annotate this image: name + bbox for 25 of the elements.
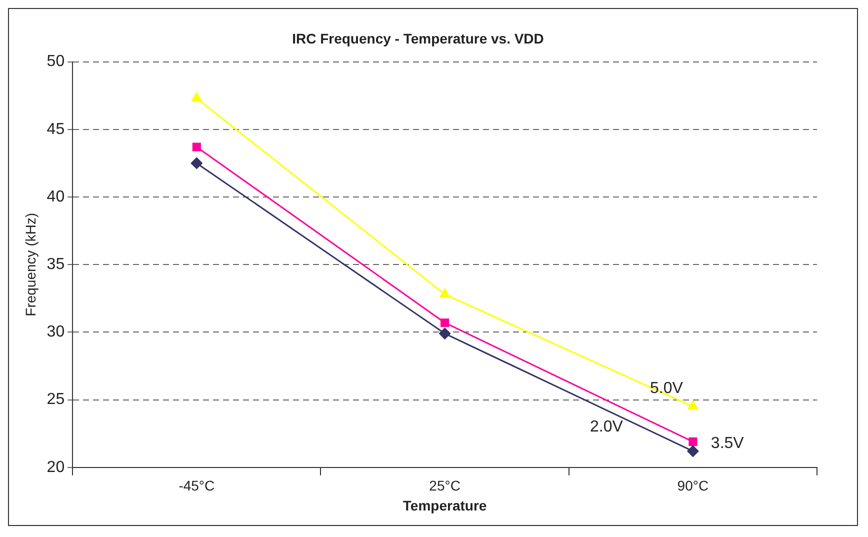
point: [688, 400, 698, 410]
y-tick-label: 35: [46, 256, 65, 274]
point: [192, 142, 201, 152]
point: [192, 92, 202, 102]
point: [190, 157, 202, 169]
point: [688, 437, 698, 446]
x-tick-label: -45°C: [178, 478, 215, 494]
y-tick-label: 30: [46, 324, 65, 341]
y-tick-label: 50: [46, 53, 65, 70]
point: [687, 445, 699, 457]
x-tick-label: 25°C: [429, 478, 460, 494]
x-tick-label: 90°C: [677, 478, 709, 494]
y-tick-label: 25: [46, 391, 65, 408]
point: [440, 318, 450, 328]
y-tick-label: 45: [46, 120, 65, 138]
series-label: 3.5V: [710, 435, 744, 452]
series-label: 2.0V: [590, 418, 624, 436]
y-tick-label: 40: [46, 188, 65, 206]
y-tick-label: 20: [46, 458, 65, 476]
y-axis-title: Frequency (kHz): [22, 212, 38, 316]
point: [440, 288, 450, 298]
point: [439, 328, 451, 340]
x-axis-title: Temperature: [402, 497, 487, 514]
series-label: 5.0V: [650, 380, 684, 397]
chart-title: IRC Frequency - Temperature vs. VDD: [292, 30, 544, 46]
